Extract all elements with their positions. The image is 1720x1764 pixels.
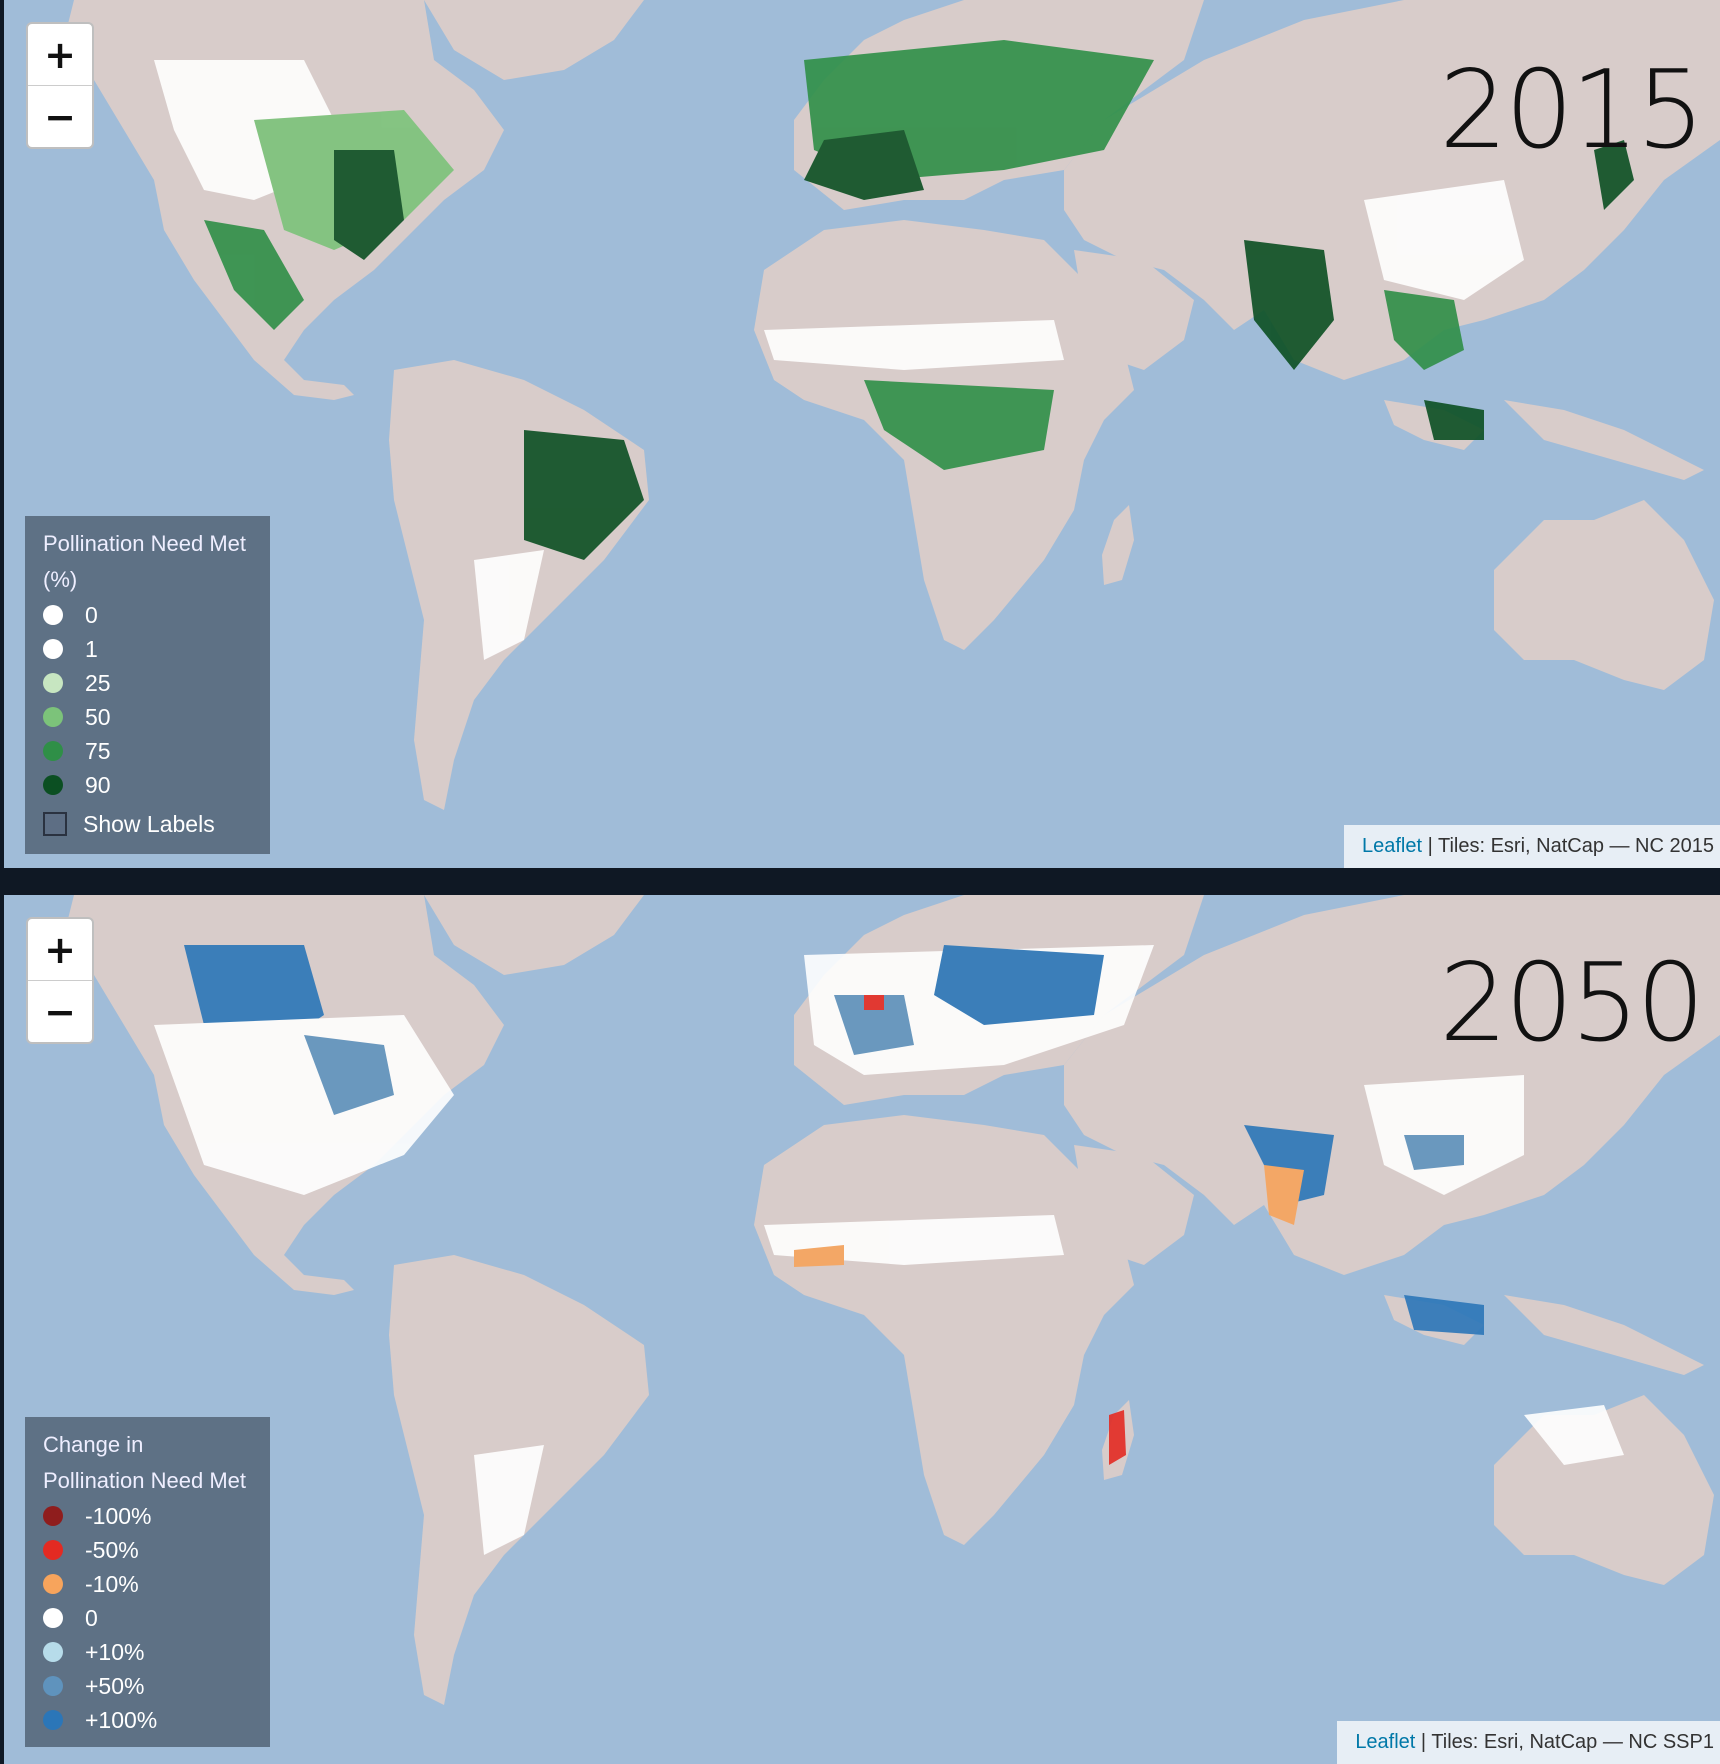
zoom-out-button[interactable]: − xyxy=(28,980,92,1042)
legend-swatch xyxy=(43,1540,63,1560)
legend-subtitle: (%) xyxy=(43,567,78,592)
crop-overlay-2050 xyxy=(154,945,1624,1555)
zoom-control: + − xyxy=(26,22,94,149)
legend-item: -10% xyxy=(43,1567,270,1601)
legend-item: 90 xyxy=(43,768,270,802)
legend-item: 1 xyxy=(43,632,270,666)
legend-label: -10% xyxy=(85,1570,139,1597)
legend-label: +10% xyxy=(85,1638,145,1665)
legend-title: Change in xyxy=(43,1432,144,1457)
legend-label: 0 xyxy=(85,1604,98,1631)
legend-item: -100% xyxy=(43,1499,270,1533)
legend-swatch xyxy=(43,1506,63,1526)
leaflet-link[interactable]: Leaflet xyxy=(1355,1731,1416,1753)
legend-item: 25 xyxy=(43,666,270,700)
legend-swatch xyxy=(43,1642,63,1662)
map-2050[interactable]: + − 2050 Change in Pollination Need Met … xyxy=(4,895,1720,1764)
legend-title: Pollination Need Met xyxy=(43,531,247,556)
show-labels-checkbox[interactable] xyxy=(43,812,67,836)
legend-item: -50% xyxy=(43,1533,270,1567)
legend-item: 75 xyxy=(43,734,270,768)
legend-swatch xyxy=(43,775,63,795)
legend-swatch xyxy=(43,1574,63,1594)
legend-label: 50 xyxy=(85,703,111,730)
legend-label: -100% xyxy=(85,1502,152,1529)
map-2015[interactable]: + − 2015 Pollination Need Met (%) 0 1 25 50… xyxy=(4,0,1720,868)
legend-label: +50% xyxy=(85,1672,145,1699)
zoom-control: + − xyxy=(26,917,94,1044)
show-labels-label: Show Labels xyxy=(83,810,215,837)
legend-item: 0 xyxy=(43,598,270,632)
legend-swatch xyxy=(43,741,63,761)
legend-item: 50 xyxy=(43,700,270,734)
zoom-in-button[interactable]: + xyxy=(44,927,76,972)
show-labels-toggle[interactable]: Show Labels xyxy=(43,804,270,844)
legend-swatch xyxy=(43,605,63,625)
attribution-text: | Tiles: Esri, NatCap — NC SSP1 xyxy=(1415,1731,1714,1753)
leaflet-link[interactable]: Leaflet xyxy=(1361,835,1423,857)
legend-label: 25 xyxy=(85,669,111,696)
legend-item: +50% xyxy=(43,1669,270,1703)
legend-item: 0 xyxy=(43,1601,270,1635)
year-label: 2015 xyxy=(1439,48,1705,173)
attribution: Leaflet | Tiles: Esri, NatCap — NC 2015 xyxy=(1343,825,1720,868)
legend-swatch xyxy=(43,1710,63,1730)
zoom-in-button[interactable]: + xyxy=(44,32,76,77)
legend-label: 75 xyxy=(85,737,111,764)
legend-item: +100% xyxy=(43,1703,270,1737)
legend-label: -50% xyxy=(85,1536,139,1563)
legend-swatch xyxy=(43,1676,63,1696)
year-label: 2050 xyxy=(1439,941,1705,1066)
legend-label: 1 xyxy=(85,635,98,662)
legend-item: +10% xyxy=(43,1635,270,1669)
crop-overlay-2015 xyxy=(154,40,1634,660)
legend-label: +100% xyxy=(85,1706,158,1733)
attribution-text: | Tiles: Esri, NatCap — NC 2015 xyxy=(1422,835,1714,857)
legend-swatch xyxy=(43,1608,63,1628)
legend-label: 0 xyxy=(85,601,98,628)
legend-label: 90 xyxy=(85,771,111,798)
world-basemap[interactable] xyxy=(4,0,1720,868)
legend-subtitle: Pollination Need Met xyxy=(43,1468,247,1493)
legend-swatch xyxy=(43,639,63,659)
legend-swatch xyxy=(43,673,63,693)
legend-swatch xyxy=(43,707,63,727)
legend: Pollination Need Met (%) 0 1 25 50 75 90 Show… xyxy=(25,516,270,854)
attribution: Leaflet | Tiles: Esri, NatCap — NC SSP1 xyxy=(1337,1721,1720,1764)
legend: Change in Pollination Need Met -100% -50%… xyxy=(25,1417,270,1747)
world-basemap[interactable] xyxy=(4,895,1720,1764)
zoom-out-button[interactable]: − xyxy=(28,85,92,147)
